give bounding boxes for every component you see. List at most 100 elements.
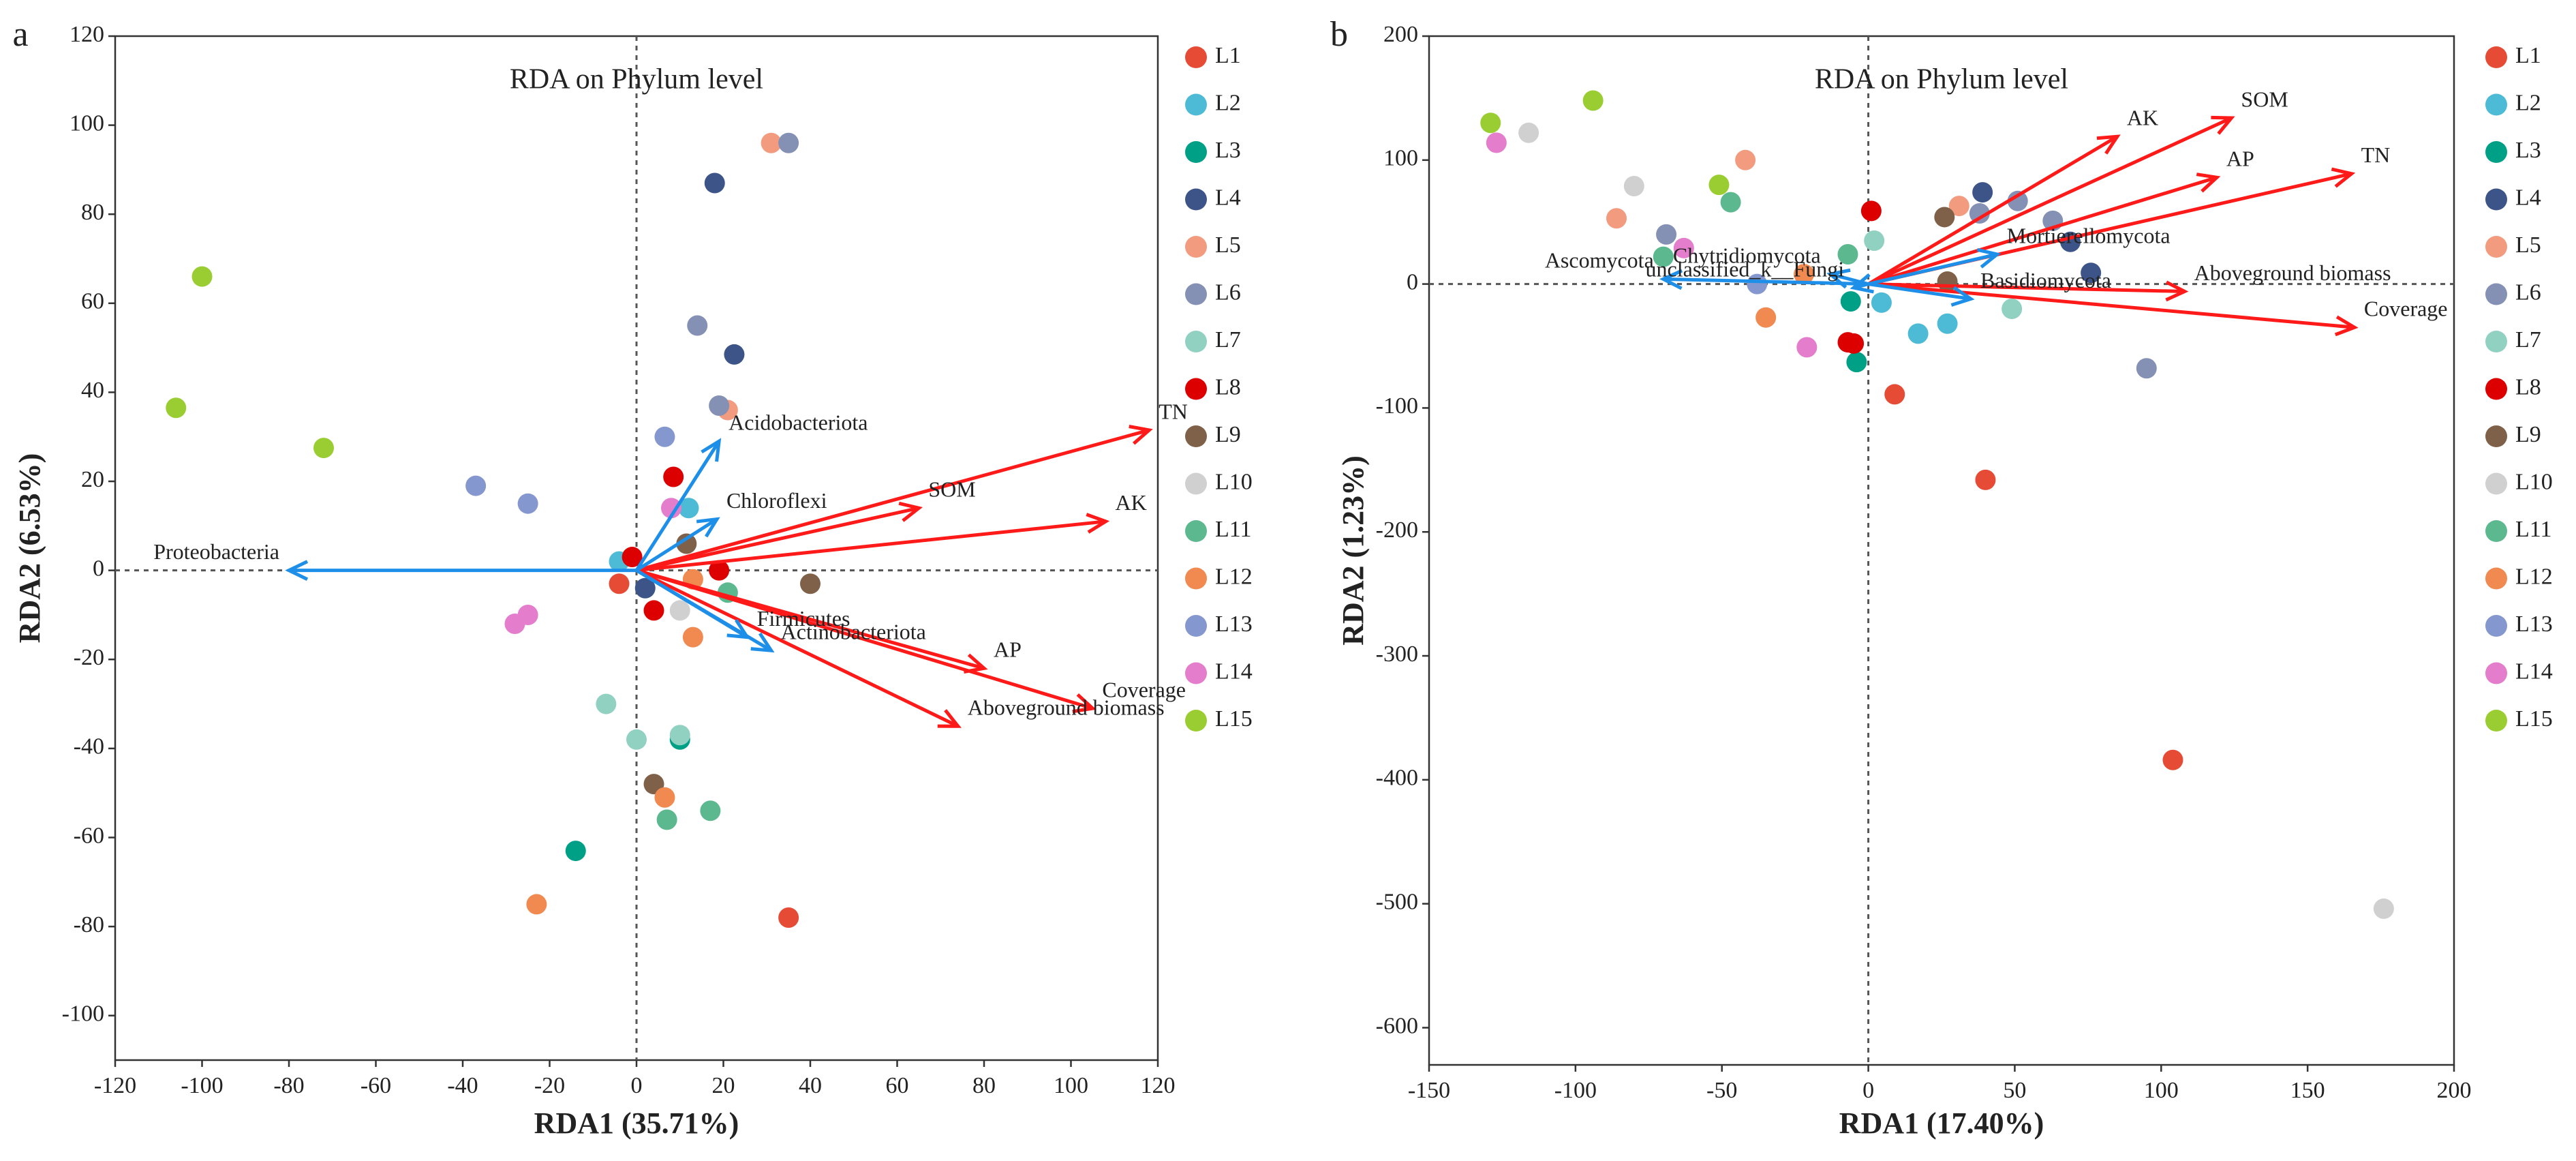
y-tick-label: 120 (70, 22, 104, 47)
legend-label: L12 (2515, 564, 2553, 589)
point (1972, 182, 1993, 203)
arrow-head (1129, 425, 1153, 445)
point (709, 560, 730, 581)
legend-label: L3 (1215, 138, 1241, 163)
legend-label: L10 (2515, 469, 2553, 494)
y-tick-label: -600 (1376, 1013, 1418, 1038)
point (465, 475, 487, 496)
legend-marker (2485, 331, 2507, 352)
point (1846, 352, 1867, 373)
arrow-head (1072, 693, 1097, 714)
arrow-label: SOM (928, 477, 975, 502)
y-tick-label: 80 (81, 200, 104, 225)
legend-marker (2485, 93, 2507, 116)
arrow-head (1659, 269, 1683, 290)
legend-marker (1185, 283, 1207, 305)
legend-label: L11 (2515, 517, 2552, 542)
legend-label: L2 (1215, 90, 1241, 115)
x-tick-label: 20 (712, 1073, 735, 1098)
y-tick-label: -40 (74, 734, 104, 759)
arrow-label: Mortierellomycota (2007, 223, 2171, 247)
x-axis-label: RDA1 (35.71%) (534, 1106, 739, 1140)
point (191, 266, 213, 287)
point (2373, 898, 2394, 919)
point (656, 809, 677, 830)
y-tick-label: 200 (1383, 22, 1418, 47)
y-tick-label: 100 (1383, 146, 1418, 171)
legend-marker (2485, 378, 2507, 400)
x-tick-label: 100 (1054, 1073, 1088, 1098)
point (678, 498, 699, 519)
point (676, 533, 697, 554)
legend-label: L14 (1215, 659, 1253, 684)
legend-label: L13 (1215, 612, 1253, 637)
arrow-label: Ascomycota (1545, 248, 1654, 273)
point (1937, 313, 1958, 334)
y-tick-label: -20 (74, 645, 104, 670)
x-tick-label: 150 (2290, 1078, 2325, 1103)
x-tick-label: -150 (1408, 1078, 1450, 1103)
legend-label: L11 (1215, 517, 1252, 542)
point (1673, 237, 1694, 258)
point (1934, 207, 1955, 228)
arrow-head (1950, 286, 1975, 307)
point (1975, 469, 1996, 490)
point (1582, 90, 1604, 111)
point (1948, 196, 1969, 217)
arrow-head (696, 517, 720, 538)
point (687, 315, 708, 336)
point (654, 426, 675, 447)
legend-marker (1185, 710, 1207, 732)
point (654, 787, 675, 808)
point (517, 604, 538, 625)
x-tick-label: -100 (181, 1073, 223, 1098)
point (1747, 273, 1768, 295)
legend-marker (1185, 141, 1207, 163)
point (1720, 192, 1741, 213)
arrow-label: SOM (2241, 87, 2288, 111)
legend-marker (2485, 141, 2507, 163)
arrow-head (1850, 273, 1874, 294)
y-tick-label: 60 (81, 289, 104, 314)
point (1864, 230, 1885, 251)
arrow-head (2165, 280, 2189, 302)
arrow-label: TN (2361, 142, 2391, 167)
legend-marker (1185, 662, 1207, 684)
point (1794, 264, 1815, 285)
arrow-label: Coverage (1102, 677, 1186, 702)
y-tick-label: -400 (1376, 766, 1418, 791)
arrow (636, 428, 1150, 573)
arrow (1868, 282, 1972, 301)
legend-label: L7 (2515, 327, 2541, 352)
y-tick-label: -100 (62, 1001, 104, 1026)
arrow-head (2096, 134, 2121, 155)
arrow-label: Aboveground biomass (2194, 260, 2391, 285)
arrow-label: AP (994, 637, 1022, 662)
point (2081, 262, 2102, 284)
legend-label: L2 (2515, 90, 2541, 115)
panel-letter: b (1330, 15, 1348, 54)
legend-marker (1185, 615, 1207, 637)
point (778, 132, 799, 153)
y-tick-label: -500 (1376, 889, 1418, 914)
point (682, 627, 703, 648)
arrow-label: unclassified_k__Fungi (1646, 256, 1845, 281)
legend-label: L6 (2515, 280, 2541, 305)
arrow (1867, 116, 2233, 286)
legend-marker (2485, 283, 2507, 305)
arrow-label: Proteobacteria (153, 539, 279, 564)
legend-label: L8 (1215, 374, 1241, 399)
legend-marker (1185, 567, 1207, 590)
legend-label: L6 (1215, 280, 1241, 305)
arrow (1868, 252, 1998, 286)
point (778, 907, 799, 929)
point (166, 397, 187, 419)
point (663, 466, 684, 487)
x-tick-label: -40 (447, 1073, 478, 1098)
y-tick-label: 20 (81, 467, 104, 492)
arrow-label: Chloroflexi (726, 488, 827, 513)
point (761, 132, 782, 153)
point (643, 600, 664, 621)
legend-marker (2485, 710, 2507, 732)
